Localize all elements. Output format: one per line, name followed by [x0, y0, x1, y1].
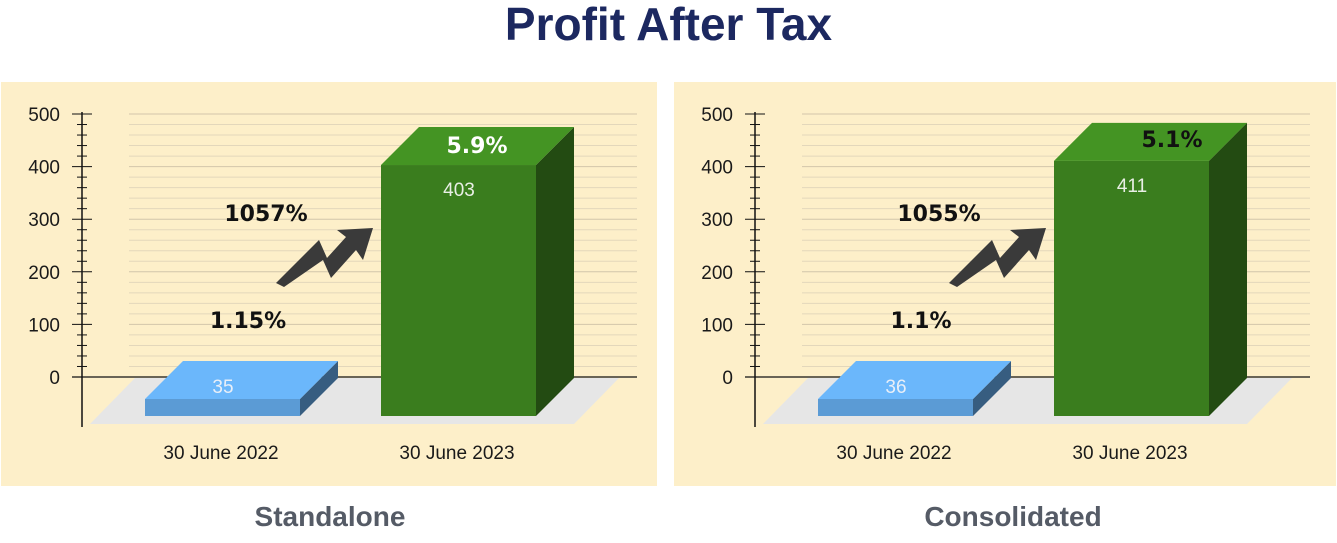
chart-standalone: 0 100 200 300 400 500 35 30 June 2022 403 30 June… — [28, 105, 637, 464]
chart0-margin-label-1: 5.9% — [446, 134, 507, 159]
chart0-bar-1 — [381, 127, 574, 416]
chart0-y-tick-label: 500 — [28, 105, 60, 126]
chart0-category-label-1: 30 June 2023 — [399, 443, 514, 464]
chart1-growth-label: 1055% — [897, 202, 980, 227]
chart0-bar-front — [145, 399, 300, 416]
chart0-y-tick-label: 300 — [28, 210, 60, 231]
chart1-bar-side — [973, 361, 1011, 416]
chart1-y-tick-label: 200 — [701, 263, 733, 284]
chart0-value-label-0: 35 — [212, 377, 233, 398]
chart0-y-tick-label: 0 — [49, 368, 60, 389]
chart-panel-standalone: 0 100 200 300 400 500 35 30 June 2022 403 30 June… — [1, 82, 657, 486]
chart1-value-label-1: 411 — [1117, 176, 1147, 197]
chart1-y-tick-label: 500 — [701, 105, 733, 126]
page-title: Profit After Tax — [504, 0, 833, 50]
chart1-bar-side — [1209, 122, 1247, 416]
chart-panel-consolidated: 0 100 200 300 400 500 36 30 June 2022 411 30 June… — [674, 82, 1336, 486]
chart1-y-tick-label: 0 — [722, 368, 733, 389]
chart1-y-tick-label: 300 — [701, 210, 733, 231]
chart0-growth-label: 1057% — [224, 202, 307, 227]
caption-consolidated: Consolidated — [924, 501, 1102, 532]
chart0-y-tick-label: 200 — [28, 263, 60, 284]
chart0-bar-side — [536, 127, 574, 416]
chart0-value-label-1: 403 — [443, 180, 475, 201]
chart-consolidated: 0 100 200 300 400 500 36 30 June 2022 411 30 June… — [701, 105, 1310, 464]
caption-standalone: Standalone — [254, 501, 406, 532]
chart1-bar-1 — [1054, 122, 1247, 416]
chart0-bar-0 — [145, 361, 338, 416]
chart1-margin-label-0: 1.1% — [890, 309, 951, 334]
chart1-growth-arrow-icon — [949, 228, 1046, 287]
chart0-margin-label-0: 1.15% — [210, 309, 286, 334]
chart1-category-label-0: 30 June 2022 — [836, 443, 951, 464]
chart0-y-tick-label: 100 — [28, 315, 60, 336]
chart1-y-tick-label: 400 — [701, 158, 733, 179]
chart0-category-label-0: 30 June 2022 — [163, 443, 278, 464]
chart0-bar-front — [381, 165, 536, 416]
chart0-growth-arrow-icon — [276, 228, 373, 287]
chart1-y-tick-label: 100 — [701, 315, 733, 336]
chart0-bar-top — [145, 361, 338, 399]
chart1-bar-front — [818, 399, 973, 416]
chart0-y-tick-label: 400 — [28, 158, 60, 179]
chart1-value-label-0: 36 — [885, 377, 906, 398]
chart1-bar-front — [1054, 160, 1209, 416]
chart0-bar-side — [300, 361, 338, 416]
chart0-bar-top — [381, 127, 574, 166]
chart1-bar-top — [818, 361, 1011, 399]
chart1-bar-0 — [818, 361, 1011, 416]
chart1-bar-top — [1054, 122, 1247, 161]
chart1-margin-label-1: 5.1% — [1141, 128, 1202, 153]
chart1-category-label-1: 30 June 2023 — [1072, 443, 1187, 464]
